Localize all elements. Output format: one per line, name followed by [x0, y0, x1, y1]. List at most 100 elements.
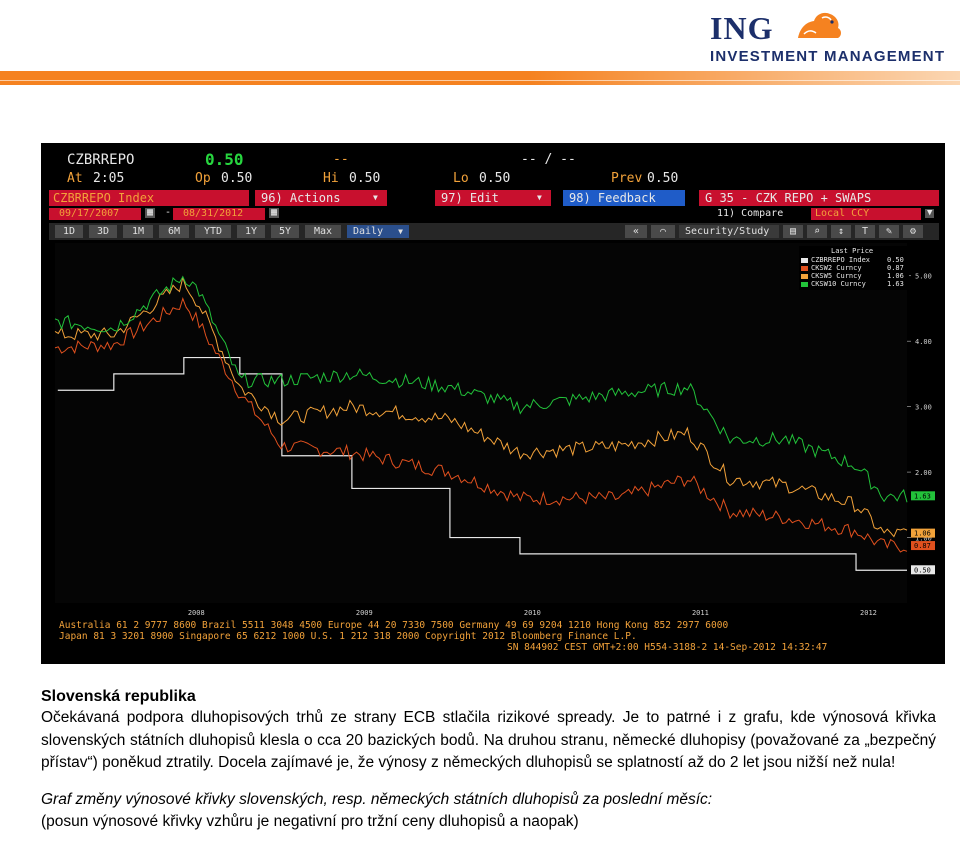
x-tick-label: 2011	[692, 609, 709, 617]
low-label: Lo	[453, 171, 469, 186]
open-value: 0.50	[221, 171, 253, 186]
end-label: 0.87	[914, 542, 931, 550]
legend-name: CKSW2 Curncy	[811, 264, 862, 272]
security-study-button[interactable]: Security/Study	[679, 225, 779, 238]
header-rule	[0, 71, 960, 85]
start-date-field[interactable]: 09/17/2007	[49, 208, 141, 220]
chart-type-icon[interactable]: ⌒	[651, 225, 675, 238]
annotation-icon[interactable]: ✎	[879, 225, 899, 238]
plot-area	[55, 243, 907, 603]
bloomberg-terminal: CZBRREPO 0.50 -- -- / -- At 2:05 Op 0.50…	[41, 143, 945, 664]
dropdown-arrow-icon: ▼	[398, 227, 403, 236]
article-paragraph: Očekávaná podpora dluhopisových trhů ze …	[41, 709, 936, 771]
legend-swatch	[801, 282, 808, 287]
dropdown-arrow-icon: ▼	[537, 193, 542, 202]
range-ytd[interactable]: YTD	[195, 225, 231, 238]
at-label: At	[67, 171, 83, 186]
graph-title-bar: G 35 - CZK REPO + SWAPS	[699, 190, 939, 206]
end-label: 1.06	[914, 530, 931, 538]
prev-label: Prev	[611, 171, 643, 186]
footer-line-3: SN 844902 CEST GMT+2:00 H554-3188-2 14-S…	[507, 642, 828, 653]
x-tick-label: 2010	[524, 609, 541, 617]
end-label-box	[911, 528, 935, 538]
open-label: Op	[195, 171, 211, 186]
range-1y[interactable]: 1Y	[237, 225, 265, 238]
arrows-icon[interactable]: ↕	[831, 225, 851, 238]
compare-button[interactable]: 11) Compare	[717, 208, 784, 219]
date-separator: -	[165, 207, 172, 218]
x-tick-label: 2009	[356, 609, 373, 617]
legend-name: CKSW5 Curncy	[811, 272, 862, 280]
period-select[interactable]: Daily ▼	[347, 225, 409, 238]
text-icon[interactable]: T	[855, 225, 875, 238]
section-heading: Slovenská republika	[41, 688, 196, 705]
x-tick-label: 2012	[860, 609, 877, 617]
chart-caption: Graf změny výnosové křivky slovenských, …	[41, 790, 713, 808]
end-label: 0.50	[914, 566, 931, 574]
yield-chart: 5.004.003.002.001.0020072008200920102011…	[54, 243, 935, 617]
legend-swatch	[801, 274, 808, 279]
low-value: 0.50	[479, 171, 511, 186]
bid-ask-dash: -- / --	[521, 152, 576, 167]
dropdown-arrow-icon: ▼	[373, 193, 378, 202]
change-dash: --	[333, 152, 349, 167]
prev-value: 0.50	[647, 171, 679, 186]
legend-value: 1.63	[887, 280, 904, 288]
calendar-icon[interactable]: ▦	[269, 207, 280, 218]
ticker: CZBRREPO	[67, 152, 135, 168]
end-label-box	[911, 565, 935, 575]
series-line-0	[57, 356, 907, 571]
range-max[interactable]: Max	[305, 225, 341, 238]
double-chevron-left-icon[interactable]: «	[625, 225, 647, 238]
security-field[interactable]: CZBRREPO Index	[49, 190, 249, 206]
end-date-field[interactable]: 08/31/2012	[173, 208, 265, 220]
legend-value: 0.50	[887, 256, 904, 264]
y-tick-label: 1.00	[915, 535, 932, 543]
series-line-1	[54, 297, 908, 553]
series-line-2	[54, 275, 908, 538]
settings-icon[interactable]: ⚙	[903, 225, 923, 238]
y-tick-label: 4.00	[915, 338, 932, 346]
legend-value: 0.87	[887, 264, 904, 272]
range-5y[interactable]: 5Y	[271, 225, 299, 238]
zoom-icon[interactable]: ⌕	[807, 225, 827, 238]
legend-header: Last Price	[831, 247, 874, 255]
last-price: 0.50	[205, 150, 244, 169]
logo-brand: ING	[710, 10, 774, 46]
x-tick-label: 2008	[188, 609, 205, 617]
article: Slovenská republika Očekávaná podpora dl…	[41, 688, 936, 833]
legend-name: CZBRREPO Index	[811, 256, 871, 264]
dropdown-arrow-icon[interactable]: ▼	[925, 208, 935, 218]
range-3d[interactable]: 3D	[89, 225, 117, 238]
currency-select[interactable]: Local CCY	[811, 208, 921, 220]
actions-menu[interactable]: 96) Actions ▼	[255, 190, 387, 206]
end-label: 1.63	[914, 492, 931, 500]
high-value: 0.50	[349, 171, 381, 186]
logo-subtitle: INVESTMENT MANAGEMENT	[710, 48, 946, 65]
table-icon[interactable]: ▤	[783, 225, 803, 238]
legend-name: CKSW10 Curncy	[811, 280, 866, 288]
y-tick-label: 5.00	[915, 273, 932, 281]
range-6m[interactable]: 6M	[159, 225, 189, 238]
caption-note: (posun výnosové křivky vzhůru je negativ…	[41, 812, 579, 830]
y-tick-label: 2.00	[915, 469, 932, 477]
footer-line-1: Australia 61 2 9777 8600 Brazil 5511 304…	[59, 620, 729, 631]
lion-icon	[798, 12, 841, 38]
range-1m[interactable]: 1M	[123, 225, 153, 238]
chart-legend: Last Price CZBRREPO Index 0.50 CKSW2 Curnc…	[799, 246, 909, 290]
y-tick-label: 3.00	[915, 404, 932, 412]
end-label-box	[911, 491, 935, 501]
footer-line-2: Japan 81 3 3201 8900 Singapore 65 6212 1…	[59, 631, 637, 642]
calendar-icon[interactable]: ▦	[145, 207, 156, 218]
high-label: Hi	[323, 171, 339, 186]
end-label-box	[911, 541, 935, 551]
at-time: 2:05	[93, 171, 125, 186]
legend-value: 1.06	[887, 272, 904, 280]
feedback-button[interactable]: 98) Feedback	[563, 190, 685, 206]
legend-swatch	[801, 258, 808, 263]
ing-logo: ING INVESTMENT MANAGEMENT	[708, 8, 958, 70]
edit-menu[interactable]: 97) Edit ▼	[435, 190, 551, 206]
legend-swatch	[801, 266, 808, 271]
series-line-3	[54, 275, 908, 503]
range-1d[interactable]: 1D	[55, 225, 83, 238]
